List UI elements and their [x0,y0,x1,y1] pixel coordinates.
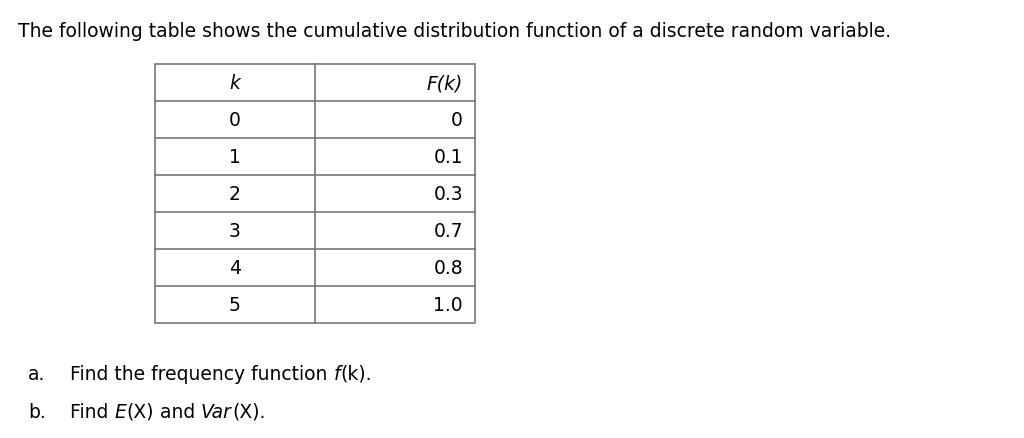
Text: F(k): F(k) [427,74,463,93]
Text: 0: 0 [452,111,463,130]
Text: 0: 0 [229,111,241,130]
Text: 1: 1 [229,148,241,166]
Text: a.: a. [28,364,45,383]
Text: Var: Var [201,402,231,421]
Text: The following table shows the cumulative distribution function of a discrete ran: The following table shows the cumulative… [18,22,891,41]
Text: b.: b. [28,402,46,421]
Text: k: k [229,74,241,93]
Text: Find: Find [70,402,115,421]
Text: 2: 2 [229,184,241,204]
Text: (k).: (k). [340,364,372,383]
Text: 3: 3 [229,222,241,240]
Text: (X).: (X). [231,402,265,421]
Text: Find the frequency function: Find the frequency function [70,364,334,383]
Text: 5: 5 [229,295,241,314]
Text: 0.1: 0.1 [433,148,463,166]
Text: 0.3: 0.3 [433,184,463,204]
Text: f: f [334,364,340,383]
Text: 0.8: 0.8 [433,258,463,277]
Text: 1.0: 1.0 [433,295,463,314]
Text: (X): (X) [126,402,154,421]
Text: E: E [115,402,126,421]
Bar [155,65,475,323]
Text: 4: 4 [229,258,241,277]
Text: and: and [154,402,201,421]
Text: 0.7: 0.7 [433,222,463,240]
